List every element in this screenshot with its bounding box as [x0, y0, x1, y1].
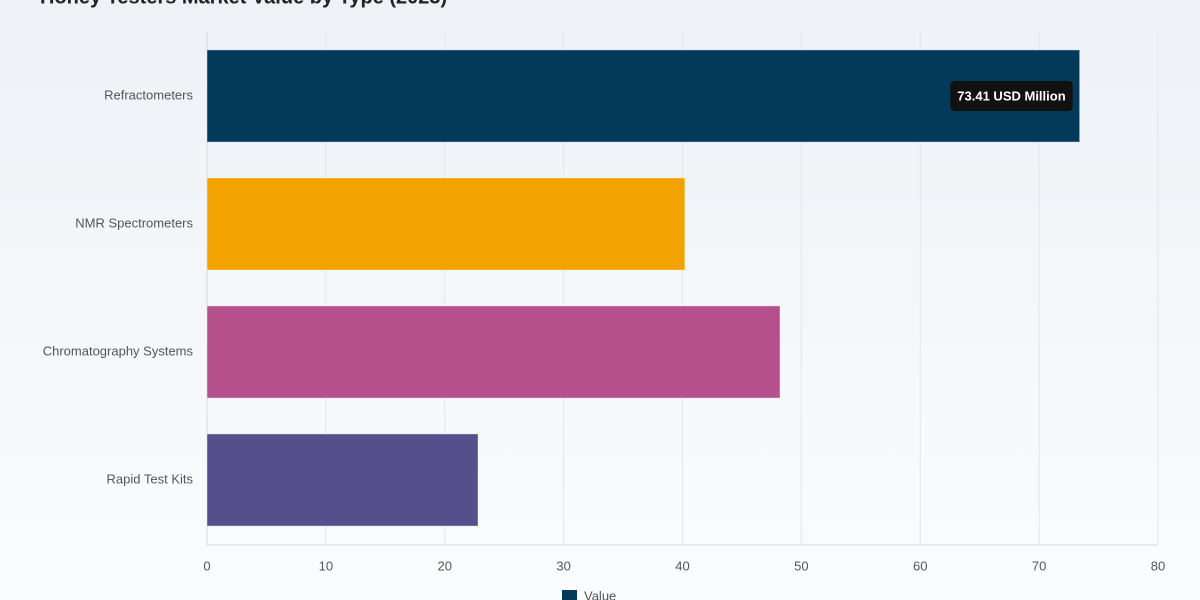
y-tick-label: Chromatography Systems	[43, 343, 194, 358]
y-tick-label: NMR Spectrometers	[75, 215, 193, 230]
x-tick-label: 50	[794, 558, 808, 573]
y-tick-label: Rapid Test Kits	[107, 471, 194, 486]
x-tick-label: 70	[1032, 558, 1046, 573]
y-tick-label: Refractometers	[104, 87, 193, 102]
bar	[206, 177, 686, 271]
legend-label: Value	[584, 588, 616, 600]
x-tick-label: 0	[203, 558, 210, 573]
x-tick-label: 40	[675, 558, 689, 573]
x-tick-label: 30	[556, 558, 570, 573]
x-tick-label: 60	[913, 558, 927, 573]
value-label-box	[950, 81, 1073, 111]
x-tick-label: 10	[319, 558, 333, 573]
x-tick-label: 80	[1151, 558, 1165, 573]
bar	[206, 49, 1081, 143]
bar	[206, 305, 781, 399]
x-tick-label: 20	[438, 558, 452, 573]
bar	[206, 433, 479, 527]
legend-swatch	[562, 590, 577, 600]
value-label: 73.41 USD Million	[957, 88, 1065, 103]
chart-title: Honey Testers Market Value by Type (2023…	[40, 0, 447, 8]
